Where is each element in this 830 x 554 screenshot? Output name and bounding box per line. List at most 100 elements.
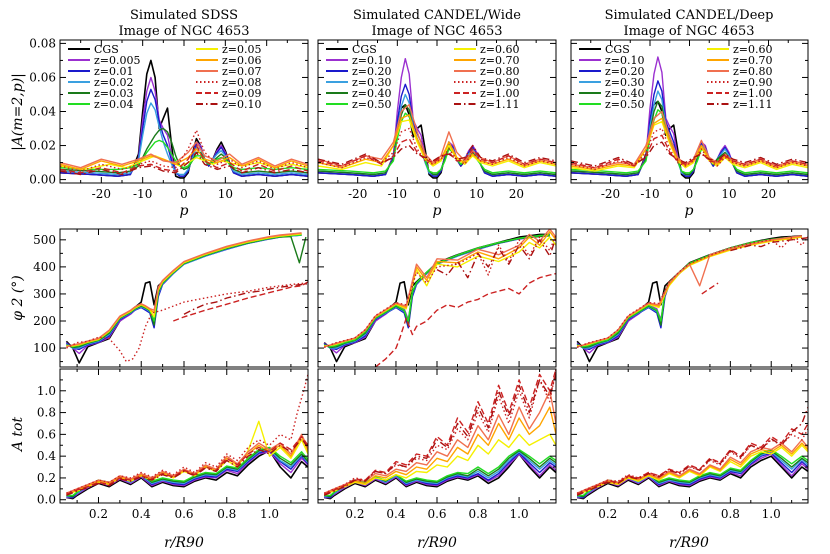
row0-col1-series-line-0 <box>318 103 556 179</box>
row0-col0-x-tick-label-4: 20 <box>259 187 274 201</box>
row2-col0-series-line-2 <box>66 450 308 499</box>
row0-col2-legend-label-11: z=1.11 <box>733 98 773 111</box>
row2-col2-x-tick-label-0: 0.2 <box>598 507 617 521</box>
row0-col1-series-line-9 <box>318 127 556 169</box>
row2-col0-x-tick-label-1: 0.4 <box>132 507 151 521</box>
row0-col1-legend: CGSz=0.10z=0.20z=0.30z=0.40z=0.50z=0.60z… <box>326 43 520 111</box>
row0-col2-x-tick-label-1: -10 <box>640 187 659 201</box>
chart-panels: -20 -10 0 10 200.000.020.040.060.08 CGSz=0.00… <box>29 36 809 521</box>
row0-col0-legend-label-1: z=0.005 <box>94 54 141 67</box>
row2-col0-x-tick-label-2: 0.6 <box>174 507 193 521</box>
row2-col0-y-tick-label-4: 0.8 <box>37 406 56 420</box>
row0-col2-series-group <box>571 56 808 179</box>
row1-col2-series-line-5 <box>576 235 802 348</box>
row2-col2-series-line-0 <box>576 455 808 500</box>
row2-col2-x-tick-label-3: 0.8 <box>721 507 740 521</box>
row2-col1-series-line-0 <box>324 453 556 500</box>
row1-col0-y-tick-label-3: 400 <box>33 260 56 274</box>
row1-col2-series-line-7 <box>576 235 802 348</box>
row0-col1-legend-label-10: z=1.00 <box>480 87 520 100</box>
row1-col0-series-line-10 <box>173 281 308 322</box>
row1-col2-series-line-3 <box>576 236 802 349</box>
row0-col0-y-tick-label-4: 0.08 <box>29 36 56 50</box>
row1-col1-series-line-8 <box>323 229 556 348</box>
row0-col0-legend-label-8: z=0.07 <box>222 65 262 78</box>
row0-col0-legend-label-10: z=0.09 <box>222 87 262 100</box>
row0-col0-legend-label-7: z=0.06 <box>222 54 262 67</box>
row1-col1-series-line-10 <box>374 272 556 367</box>
row0-col2-legend-label-2: z=0.20 <box>605 65 645 78</box>
row2-col2-x-tick-label-2: 0.6 <box>680 507 699 521</box>
row1-col0-y-tick-label-1: 200 <box>33 314 56 328</box>
column-title-wide-line1: Simulated CANDEL/Wide <box>353 8 521 23</box>
row2-col0-series-line-7 <box>66 435 308 495</box>
row1-col0-series-line-9 <box>66 282 306 363</box>
row1-col2-series-line-8 <box>576 235 802 348</box>
row0-col2-legend-label-6: z=0.60 <box>733 43 773 56</box>
column-title-wide-line2: Image of NGC 4653 <box>371 24 502 39</box>
row2-col2-x-tick-label-1: 0.4 <box>639 507 658 521</box>
row2-col1-series-line-6 <box>323 433 556 495</box>
row2-col0-y-tick-label-5: 1.0 <box>37 384 56 398</box>
row1-col2-frame <box>570 228 809 368</box>
row0-col0-panel: -20 -10 0 10 20 0.00 0.02 0.04 0.06 0.08 CGSz=0.00… <box>29 36 309 201</box>
row2-col1-x-tick-label-3: 0.8 <box>468 507 487 521</box>
row0-col2-legend-label-7: z=0.70 <box>733 54 773 67</box>
row2-col0-x-tick-label-4: 1.0 <box>260 507 279 521</box>
row2-col2-series-line-11 <box>576 406 808 497</box>
column-title-deep-line1: Simulated CANDEL/Deep <box>605 8 774 23</box>
row2-col1-series-line-9 <box>323 369 556 494</box>
row0-col2-legend: CGSz=0.10z=0.20z=0.30z=0.40z=0.50z=0.60z… <box>579 43 773 111</box>
row0-col1-legend-label-3: z=0.30 <box>352 76 392 89</box>
row0-col2-legend-label-8: z=0.80 <box>733 65 773 78</box>
row1-col2-series-line-2 <box>576 235 802 351</box>
row0-col1-legend-label-7: z=0.70 <box>480 54 520 67</box>
row0-col1-series-line-7 <box>318 114 556 169</box>
row0-col0-legend-label-5: z=0.04 <box>94 98 134 111</box>
row2-col0-x-tick-label-3: 0.8 <box>217 507 236 521</box>
row0-col0-y-tick-label-0: 0.00 <box>29 173 56 187</box>
row2-col1-x-tick-label-2: 0.6 <box>427 507 446 521</box>
row0-col2-series-line-10 <box>571 134 808 169</box>
row0-col0-x-tick-label-1: -10 <box>133 187 152 201</box>
row1-col0-series-line-8 <box>66 232 302 348</box>
row1-col1-panel <box>317 228 557 368</box>
row0-col0-x-tick-label-3: 10 <box>218 187 233 201</box>
row0-col0-legend-label-6: z=0.05 <box>222 43 262 56</box>
row1-col1-series-line-4 <box>323 235 550 349</box>
row0-col1-legend-label-4: z=0.40 <box>352 87 392 100</box>
row2-col0-x-axis-label: r/R90 <box>164 535 204 551</box>
row1-col0-frame <box>59 228 309 368</box>
row1-col0-series-line-0 <box>65 233 302 364</box>
row2-col0-series-line-8 <box>66 433 308 494</box>
row0-col1-series-group <box>318 58 556 179</box>
row2-col0-y-tick-label-1: 0.2 <box>37 471 56 485</box>
row0-col2-legend-label-3: z=0.30 <box>605 76 645 89</box>
row0-col0-y-tick-label-3: 0.06 <box>29 70 56 84</box>
row1-col2-series-line-0 <box>576 235 802 363</box>
row2-col0-y-tick-label-2: 0.4 <box>37 449 56 463</box>
row2-y-axis-label: A tot <box>10 417 26 454</box>
row2-col0-series-group <box>66 374 308 500</box>
row2-col2-series-line-9 <box>576 428 808 494</box>
row2-col0-panel: 0.2 0.4 0.6 0.8 1.0 0.0 0.2 0.4 0.6 0.8 1.0 <box>37 368 309 521</box>
row2-col2-series-line-1 <box>577 453 808 499</box>
row0-col1-series-line-8 <box>318 104 556 167</box>
row0-col1-legend-label-5: z=0.50 <box>352 98 392 111</box>
row2-col0-y-tick-label-0: 0.0 <box>37 493 56 507</box>
row0-col1-series-line-10 <box>318 138 556 167</box>
row1-col1-series-line-11 <box>436 236 556 279</box>
row1-col2-panel <box>570 228 809 368</box>
row0-col0-y-tick-label-1: 0.02 <box>29 139 56 153</box>
row1-col2-series-line-9 <box>576 236 808 349</box>
row0-col2-legend-label-5: z=0.50 <box>605 98 645 111</box>
row1-col1-series-line-9 <box>323 234 556 349</box>
row0-col1-x-tick-label-4: 20 <box>509 187 524 201</box>
row0-col2-x-tick-label-3: 10 <box>721 187 736 201</box>
row2-col1-series-line-1 <box>324 453 556 499</box>
row0-col0-legend-label-3: z=0.02 <box>94 76 134 89</box>
row2-col2-series-group <box>576 406 808 500</box>
row2-col1-x-tick-label-4: 1.0 <box>510 507 529 521</box>
row2-col1-series-line-8 <box>323 390 556 494</box>
row0-col2-legend-label-0: CGS <box>605 43 630 56</box>
